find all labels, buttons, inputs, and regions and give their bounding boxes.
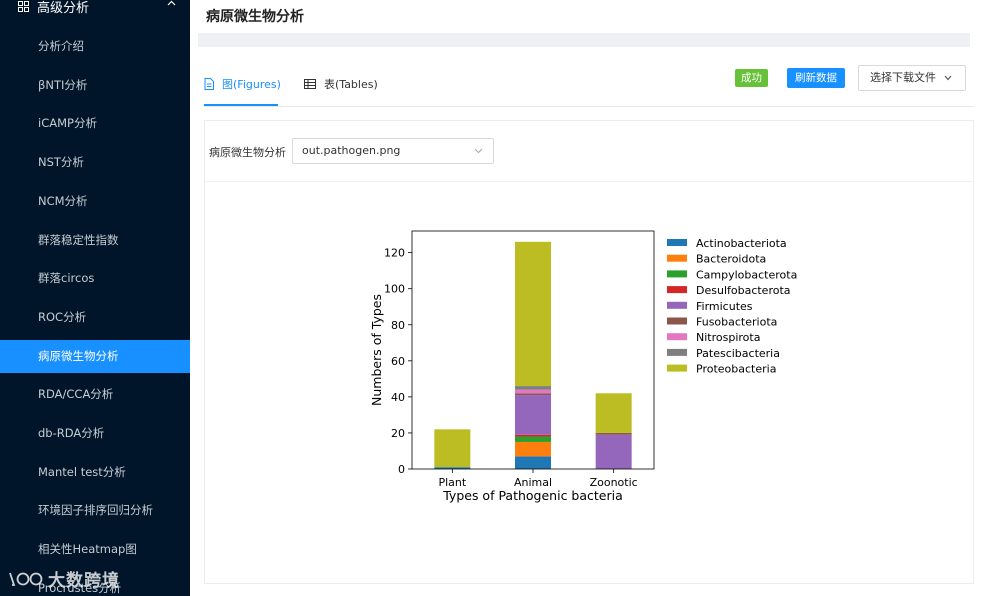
stacked-bar-chart: Plant Animal Zoonotic 0 20 40 60 80 100 120 Types …	[369, 230, 797, 503]
tab-figures-label: 图(Figures)	[222, 78, 281, 91]
tab-tables[interactable]: 表(Tables)	[304, 72, 378, 96]
sidebar: 高级分析 分析介绍 βNTI分析 iCAMP分析 NST分析 NCM分析群落稳定性指数群…	[0, 0, 190, 596]
tab-tables-label: 表(Tables)	[324, 78, 378, 91]
sidebar-item[interactable]: 群落稳定性指数	[38, 232, 119, 247]
sidebar-item[interactable]: NST分析	[38, 155, 84, 170]
legend-label: Fusobacteriota	[696, 316, 777, 329]
watermark-text: 大数跨境	[48, 571, 120, 591]
legend-label: Desulfobacterota	[696, 284, 791, 297]
download-file-dropdown[interactable]: 选择下载文件	[858, 65, 966, 91]
brand-logo-icon	[9, 572, 43, 586]
chevron-up-icon[interactable]	[167, 0, 176, 8]
bar-segment	[515, 386, 551, 390]
sidebar-item[interactable]: ROC分析	[38, 309, 87, 324]
active-tab-indicator	[204, 104, 278, 106]
bar-segment	[595, 434, 632, 469]
sidebar-item[interactable]: NCM分析	[38, 193, 88, 208]
legend-swatch	[667, 364, 687, 372]
main-content: 病原微生物分析 图(Figures) 表(Tables) 成功 刷新数据 选择下…	[190, 0, 982, 596]
bar-segment	[595, 393, 632, 433]
legend-swatch	[667, 270, 687, 278]
header-divider	[198, 33, 970, 47]
sidebar-item[interactable]: iCAMP分析	[38, 116, 97, 131]
sidebar-item[interactable]: Mantel test分析	[38, 464, 126, 479]
y-tick-label: 60	[391, 355, 405, 368]
legend-swatch	[667, 333, 687, 341]
refresh-data-button[interactable]: 刷新数据	[787, 68, 845, 88]
y-tick-label: 80	[391, 319, 405, 332]
figure-panel: 病原微生物分析 out.pathogen.png Plant Animal Zoon…	[204, 120, 974, 584]
download-file-label: 选择下载文件	[870, 71, 936, 84]
legend-label: Actinobacteriota	[696, 237, 787, 250]
sidebar-item[interactable]: βNTI分析	[38, 77, 88, 92]
bar-segment	[515, 436, 551, 442]
page-title: 病原微生物分析	[206, 9, 304, 25]
sidebar-item[interactable]: 环境因子排序回归分析	[38, 503, 153, 518]
legend-swatch	[667, 348, 687, 356]
y-axis-label: Numbers of Types	[369, 294, 384, 406]
bar-segment	[515, 441, 551, 457]
legend-label: Proteobacteria	[696, 363, 776, 376]
bar-segment	[434, 467, 471, 469]
legend-label: Patescibacteria	[696, 347, 780, 360]
legend-label: Nitrospirota	[696, 331, 760, 344]
y-tick-label: 0	[398, 463, 405, 476]
x-tick-label: Animal	[514, 476, 552, 489]
figure-select-label: 病原微生物分析	[209, 146, 286, 159]
sidebar-group-advanced-analysis[interactable]: 高级分析	[0, 0, 190, 22]
bar-segment	[595, 432, 632, 435]
watermark-logo: 大数跨境	[8, 566, 120, 591]
legend-label: Firmicutes	[696, 300, 753, 313]
chevron-down-icon	[474, 148, 483, 154]
sidebar-group-label: 高级分析	[37, 0, 90, 16]
bar-segment	[515, 389, 551, 394]
figure-file-select[interactable]: out.pathogen.png	[292, 138, 494, 164]
y-tick-label: 100	[384, 283, 405, 296]
sidebar-item[interactable]: Procrustes分析	[38, 580, 122, 595]
bar-segment	[515, 393, 551, 396]
file-icon	[204, 78, 214, 90]
bar-segment	[434, 429, 471, 468]
legend-swatch	[667, 286, 687, 294]
sidebar-item[interactable]: 相关性Heatmap图	[38, 542, 137, 557]
panel-divider	[205, 181, 973, 182]
y-tick-label: 120	[384, 247, 405, 260]
bar-segment	[515, 241, 551, 387]
legend-swatch	[667, 254, 687, 262]
legend-swatch	[667, 301, 687, 309]
bar-segment	[515, 456, 551, 469]
sidebar-item[interactable]: 分析介绍	[38, 39, 84, 53]
plot-frame	[411, 230, 655, 470]
x-axis-label: Types of Pathogenic bacteria	[442, 488, 623, 503]
figure-file-value: out.pathogen.png	[302, 144, 401, 157]
x-tick-label: Plant	[438, 476, 466, 489]
legend-swatch	[667, 317, 687, 325]
sidebar-item[interactable]: RDA/CCA分析	[38, 387, 114, 402]
table-icon	[304, 79, 316, 89]
bar-segment	[515, 434, 551, 437]
grid-icon	[18, 0, 29, 12]
bar-segment	[515, 395, 551, 435]
x-tick-label: Zoonotic	[590, 476, 638, 489]
y-tick-label: 40	[391, 391, 405, 404]
y-tick-label: 20	[391, 427, 405, 440]
sidebar-item[interactable]: 病原微生物分析	[0, 339, 190, 373]
sidebar-item[interactable]: 群落circos	[38, 271, 95, 286]
legend-label: Campylobacterota	[696, 268, 797, 281]
tab-bar: 图(Figures) 表(Tables)	[204, 60, 974, 107]
success-status-button[interactable]: 成功	[735, 69, 768, 87]
chevron-down-icon	[944, 75, 952, 81]
legend-label: Bacteroidota	[696, 253, 766, 266]
legend-swatch	[667, 239, 687, 246]
sidebar-item[interactable]: db-RDA分析	[38, 426, 105, 440]
tab-figures[interactable]: 图(Figures)	[204, 72, 281, 96]
